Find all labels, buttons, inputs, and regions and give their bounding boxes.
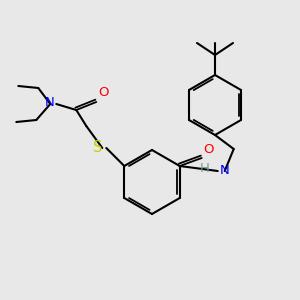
Text: N: N	[44, 97, 54, 110]
Text: O: O	[204, 143, 214, 156]
Text: O: O	[98, 86, 109, 99]
Text: H: H	[200, 161, 210, 175]
Text: N: N	[220, 164, 230, 176]
Text: S: S	[93, 140, 102, 154]
